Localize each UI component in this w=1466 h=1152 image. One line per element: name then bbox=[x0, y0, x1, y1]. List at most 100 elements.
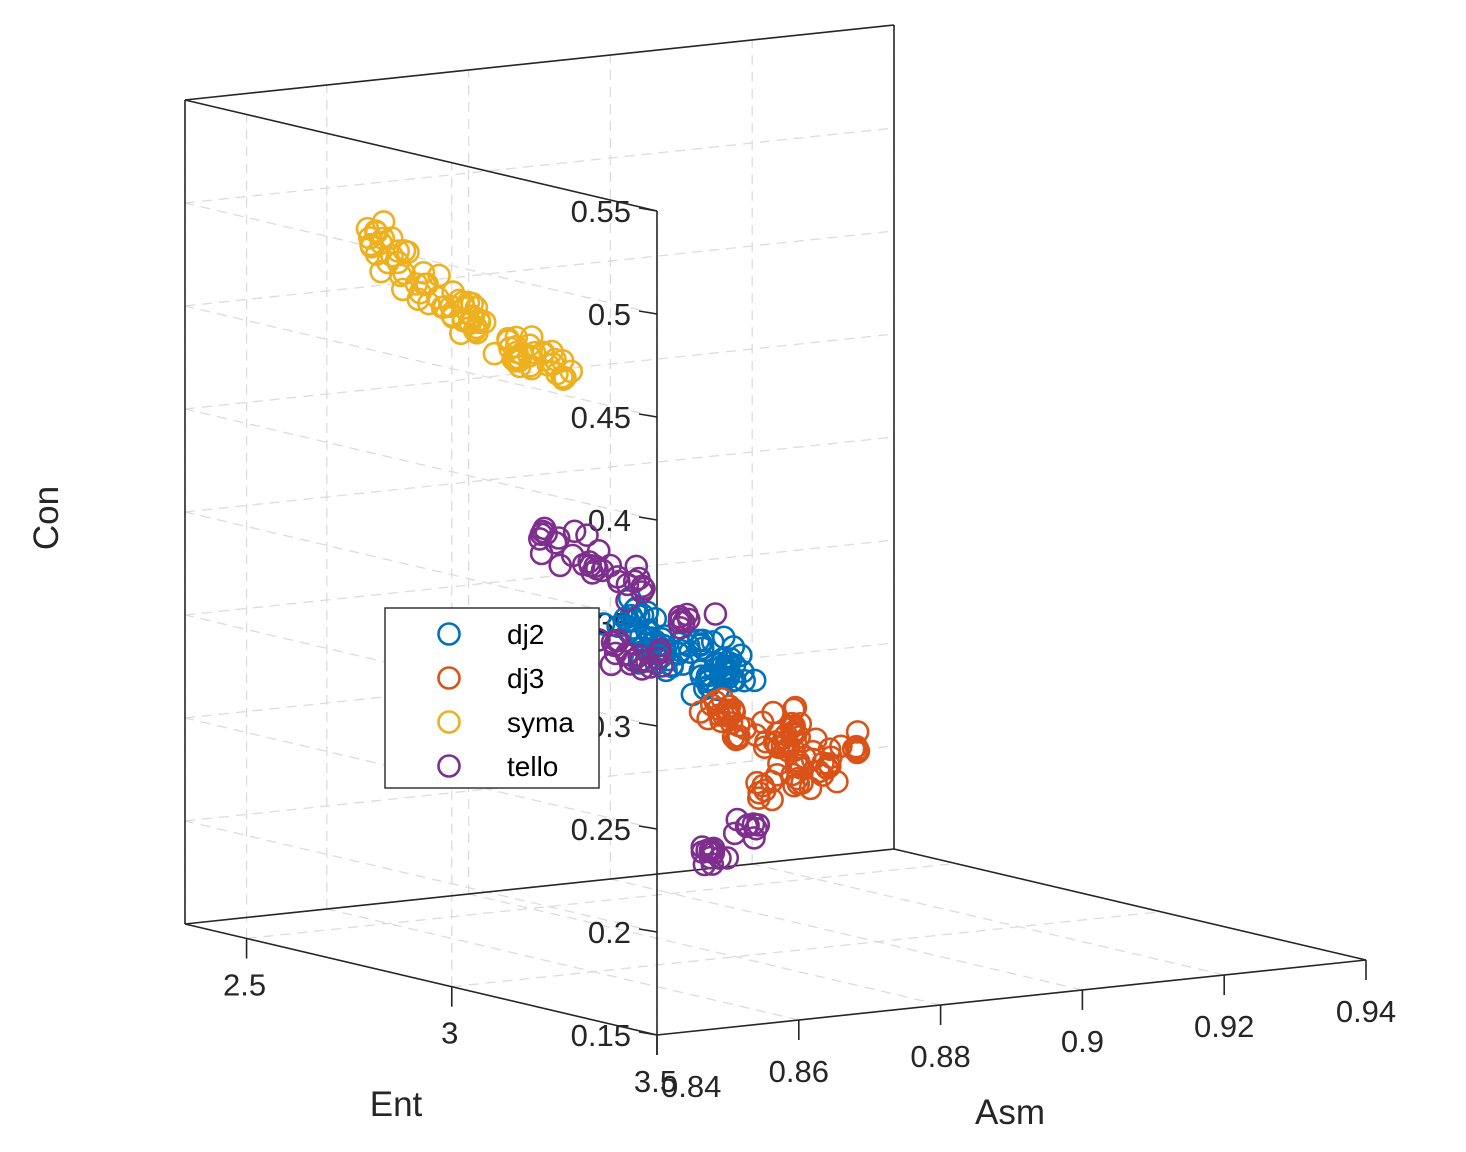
axis-edge bbox=[184, 99, 658, 212]
data-point-syma bbox=[553, 365, 577, 390]
data-point-tello bbox=[703, 602, 728, 626]
z-tick-label: 0.4 bbox=[588, 503, 631, 538]
data-point-tello bbox=[722, 821, 747, 846]
data-point-dj3 bbox=[765, 762, 789, 787]
data-point-dj3 bbox=[844, 734, 869, 759]
data-point-syma bbox=[541, 352, 566, 376]
data-point-dj2 bbox=[613, 606, 638, 631]
data-point-syma bbox=[427, 263, 451, 288]
x-axis-label: Asm bbox=[975, 1093, 1045, 1132]
z-axis-label: Con bbox=[27, 486, 66, 550]
data-point-tello bbox=[650, 654, 674, 678]
data-point-syma bbox=[540, 339, 564, 364]
data-point-syma bbox=[441, 305, 465, 329]
grid-line bbox=[752, 863, 1225, 976]
data-point-dj2 bbox=[698, 663, 722, 687]
legend-label-syma: syma bbox=[507, 707, 574, 738]
data-point-tello bbox=[630, 574, 655, 599]
data-point-tello bbox=[575, 523, 599, 548]
axis-edge bbox=[656, 959, 1367, 1036]
axis-edge bbox=[893, 848, 1367, 961]
z-tick-label: 0.5 bbox=[588, 297, 631, 332]
data-point-dj3 bbox=[696, 706, 720, 731]
data-point-dj2 bbox=[732, 668, 757, 693]
data-point-syma bbox=[404, 272, 429, 296]
grid-line bbox=[184, 436, 895, 513]
data-point-dj3 bbox=[727, 724, 751, 748]
y-tick-label: 3 bbox=[441, 1016, 458, 1051]
data-point-tello bbox=[746, 813, 771, 837]
data-point-dj2 bbox=[714, 656, 739, 681]
legend-marker-dj3 bbox=[437, 666, 461, 690]
data-point-syma bbox=[380, 243, 404, 268]
axis-edge bbox=[184, 923, 658, 1036]
data-point-dj3 bbox=[780, 711, 804, 736]
data-point-tello bbox=[676, 607, 701, 632]
z-tick bbox=[638, 207, 658, 212]
data-point-dj3 bbox=[798, 776, 823, 801]
axis-edge bbox=[184, 24, 895, 101]
data-point-tello bbox=[529, 522, 554, 547]
data-point-dj2 bbox=[694, 669, 719, 693]
x-tick-label: 0.9 bbox=[1061, 1024, 1104, 1059]
data-point-tello bbox=[548, 553, 573, 578]
grid-line bbox=[184, 539, 895, 616]
y-tick-label: 3.5 bbox=[634, 1064, 677, 1099]
data-point-dj2 bbox=[678, 640, 702, 665]
x-tick-label: 0.84 bbox=[661, 1069, 721, 1104]
axis-ticks: 0.150.20.250.30.350.40.450.50.552.533.50… bbox=[223, 194, 1396, 1104]
series-dj3 bbox=[688, 687, 871, 812]
data-point-tello bbox=[562, 519, 587, 544]
grid-line bbox=[326, 908, 799, 1021]
data-point-dj3 bbox=[699, 693, 724, 717]
data-point-syma bbox=[506, 346, 531, 371]
data-point-dj3 bbox=[845, 720, 870, 744]
data-point-dj2 bbox=[742, 668, 767, 693]
grid-line bbox=[610, 878, 1083, 991]
z-tick bbox=[638, 1031, 658, 1036]
axes-box bbox=[184, 24, 1367, 1036]
data-point-dj3 bbox=[817, 737, 842, 762]
data-point-dj3 bbox=[717, 694, 742, 719]
data-point-dj3 bbox=[745, 770, 769, 795]
data-point-dj3 bbox=[753, 778, 777, 803]
grid-line bbox=[184, 511, 658, 624]
legend-box bbox=[384, 607, 600, 789]
data-point-tello bbox=[604, 628, 629, 653]
data-point-tello bbox=[667, 610, 692, 634]
axis-edge bbox=[184, 848, 895, 925]
data-point-syma bbox=[507, 354, 532, 379]
series-syma bbox=[355, 210, 584, 392]
grid-line bbox=[184, 127, 895, 204]
data-point-dj2 bbox=[700, 630, 725, 654]
data-point-syma bbox=[390, 277, 415, 302]
data-point-dj3 bbox=[811, 751, 835, 776]
grid-line bbox=[184, 820, 658, 933]
data-point-tello bbox=[692, 852, 717, 877]
z-tick-label: 0.25 bbox=[571, 812, 631, 847]
z-tick bbox=[638, 928, 658, 933]
z-tick bbox=[638, 722, 658, 727]
z-tick bbox=[638, 310, 658, 315]
data-point-dj3 bbox=[750, 710, 775, 735]
data-point-tello bbox=[529, 541, 554, 566]
data-point-dj3 bbox=[782, 722, 806, 747]
data-point-tello bbox=[648, 637, 673, 662]
data-point-syma bbox=[355, 216, 380, 241]
grid-line bbox=[468, 893, 941, 1006]
x-tick-label: 0.88 bbox=[910, 1039, 970, 1074]
grid-line bbox=[451, 911, 1161, 988]
z-tick bbox=[638, 413, 658, 418]
grid-lines bbox=[184, 24, 1367, 1036]
z-tick-label: 0.55 bbox=[571, 194, 631, 229]
data-point-tello bbox=[690, 840, 715, 864]
legend-marker-dj2 bbox=[437, 622, 461, 646]
data-point-dj3 bbox=[783, 695, 808, 720]
grid-line bbox=[184, 230, 895, 307]
data-point-tello bbox=[621, 648, 646, 672]
legend-marker-tello bbox=[437, 754, 461, 778]
data-point-tello bbox=[599, 652, 624, 677]
data-point-dj2 bbox=[622, 608, 646, 633]
legend-label-dj3: dj3 bbox=[507, 663, 544, 694]
